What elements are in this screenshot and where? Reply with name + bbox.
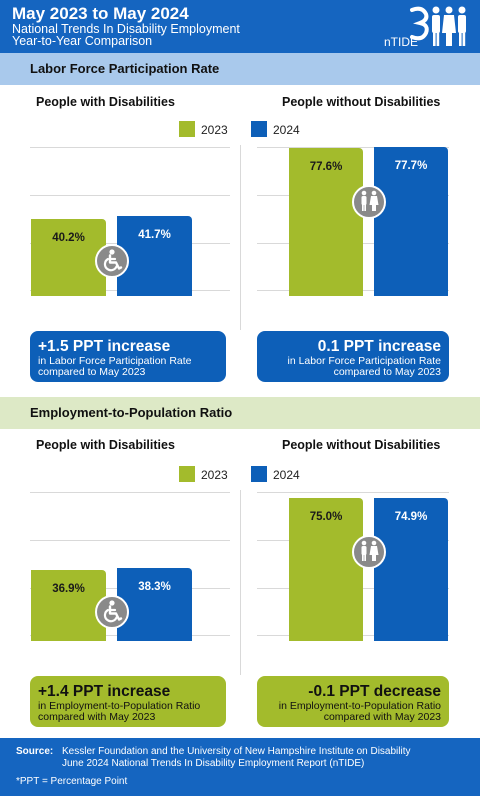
footer-source: Source: Kessler Foundation and the Unive… [0, 738, 480, 796]
lfpr-bar-with-disabilities-2024: 41.7% [117, 216, 192, 296]
legend-swatch-2024 [251, 121, 267, 137]
section-title-lfpr: Labor Force Participation Rate [30, 61, 220, 76]
ppt-footnote: *PPT = Percentage Point [16, 776, 128, 787]
epr-bar-with-disabilities-2024: 38.3% [117, 568, 192, 641]
page-title: May 2023 to May 2024 [12, 4, 189, 23]
lfpr-left-summary-line2: compared to May 2023 [38, 366, 146, 378]
gridline [257, 147, 449, 148]
lfpr-left-summary: +1.5 PPT increase in Labor Force Partici… [30, 331, 226, 382]
epr-right-summary: -0.1 PPT decrease in Employment-to-Popul… [257, 676, 449, 727]
legend-swatch-2023-epr [179, 466, 195, 482]
gridline [30, 539, 230, 541]
data-label: 77.6% [309, 161, 343, 173]
gridline [30, 147, 230, 148]
epr-right-heading: People without Disabilities [282, 438, 441, 452]
epr-left-summary-line1: in Employment-to-Population Ratio [38, 700, 201, 712]
data-label: 77.7% [394, 160, 428, 172]
lfpr-left-summary-headline: +1.5 PPT increase [38, 338, 171, 355]
legend-label-2024-epr: 2024 [273, 468, 300, 482]
lfpr-left-summary-line1: in Labor Force Participation Rate [38, 355, 192, 367]
data-label: 75.0% [309, 511, 343, 523]
lfpr-right-summary-line1: in Labor Force Participation Rate [287, 355, 442, 367]
lfpr-right-summary-headline: 0.1 PPT increase [317, 338, 441, 355]
lfpr-bar-without-disabilities-2023: 77.6% [289, 148, 363, 296]
section-title-epr: Employment-to-Population Ratio [30, 405, 233, 420]
gridline [30, 492, 230, 493]
epr-left-heading: People with Disabilities [36, 438, 175, 452]
lfpr-bar-with-disabilities-2023: 40.2% [31, 219, 106, 296]
source-line-2: June 2024 National Trends In Disability … [62, 758, 365, 769]
legend-label-2023: 2023 [201, 123, 228, 137]
lfpr-left-heading: People with Disabilities [36, 95, 175, 109]
data-label: 74.9% [394, 511, 428, 523]
section-band-epr: Employment-to-Population Ratio [0, 397, 480, 429]
epr-bar-without-disabilities-2023: 75.0% [289, 498, 363, 641]
legend-swatch-2023 [179, 121, 195, 137]
gridline [257, 492, 449, 493]
people-icon [351, 535, 386, 569]
source-line-1: Kessler Foundation and the University of… [62, 746, 411, 757]
epr-left-summary-headline: +1.4 PPT increase [38, 683, 171, 700]
section-band-lfpr: Labor Force Participation Rate [0, 53, 480, 85]
epr-right-summary-headline: -0.1 PPT decrease [308, 683, 441, 700]
epr-left-summary: +1.4 PPT increase in Employment-to-Popul… [30, 676, 226, 727]
wheelchair-icon [94, 595, 129, 629]
wheelchair-icon [94, 244, 129, 278]
legend-swatch-2024-epr [251, 466, 267, 482]
chart-divider [240, 490, 241, 675]
lfpr-right-summary: 0.1 PPT increase in Labor Force Particip… [257, 331, 449, 382]
data-label: 41.7% [138, 229, 171, 241]
legend-label-2023-epr: 2023 [201, 468, 228, 482]
epr-right-summary-line2: compared with May 2023 [323, 711, 441, 723]
data-label: 38.3% [138, 581, 171, 593]
epr-right-summary-line1: in Employment-to-Population Ratio [278, 700, 441, 712]
epr-left-summary-line2: compared with May 2023 [38, 711, 156, 723]
lfpr-bar-without-disabilities-2024: 77.7% [374, 147, 448, 296]
chart-divider [240, 145, 241, 330]
lfpr-right-summary-line2: compared to May 2023 [333, 366, 441, 378]
page-subtitle-2: Year-to-Year Comparison [12, 34, 153, 48]
logo-text: nTIDE [384, 35, 418, 49]
people-icon [351, 185, 386, 219]
ntide-logo-icon: nTIDE [384, 6, 466, 49]
legend-label-2024: 2024 [273, 123, 300, 137]
source-label: Source: [16, 746, 54, 757]
gridline [30, 194, 230, 196]
data-label: 36.9% [52, 583, 85, 595]
data-label: 40.2% [52, 232, 85, 244]
epr-bar-without-disabilities-2024: 74.9% [374, 498, 448, 641]
header-banner: May 2023 to May 2024 National Trends In … [0, 0, 480, 53]
epr-bar-with-disabilities-2023: 36.9% [31, 570, 106, 641]
page-subtitle-1: National Trends In Disability Employment [12, 22, 240, 36]
lfpr-right-heading: People without Disabilities [282, 95, 441, 109]
